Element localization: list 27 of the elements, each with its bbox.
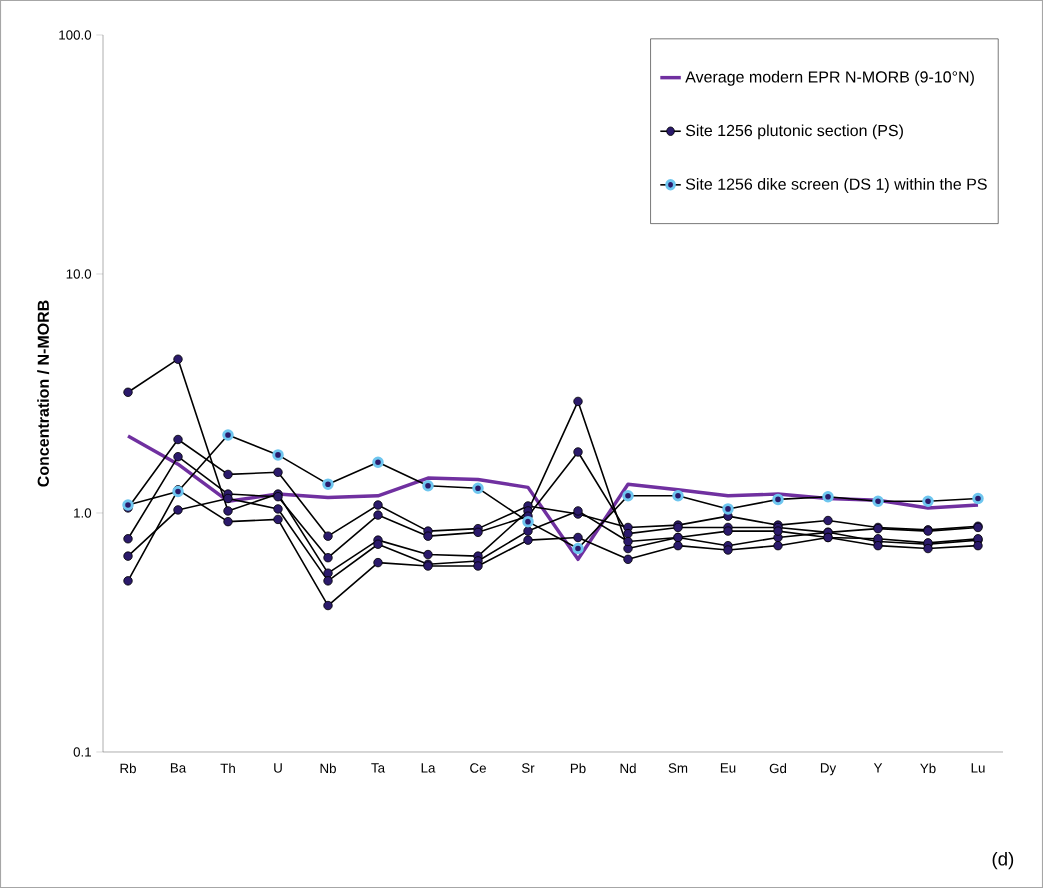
legend-label: Site 1256 dike screen (DS 1) within the PS xyxy=(685,178,987,193)
x-tick-label: Nd xyxy=(620,763,636,774)
x-tick-label: Th xyxy=(220,763,235,774)
y-tick-label: 1.0 xyxy=(74,508,92,518)
y-tick-label: 10.0 xyxy=(66,269,92,279)
legend-label: Average modern EPR N-MORB (9-10°N) xyxy=(685,70,974,86)
x-tick-label: Rb xyxy=(120,763,136,774)
x-tick-label: Nb xyxy=(320,763,336,774)
x-tick-label: Sm xyxy=(668,763,688,773)
x-tick-label: U xyxy=(274,763,282,773)
x-tick-label: Y xyxy=(873,763,883,773)
x-tick-label: La xyxy=(421,763,436,773)
x-tick-label: Ba xyxy=(170,763,187,773)
x-tick-label: Pb xyxy=(570,763,586,774)
x-tick-label: Ta xyxy=(371,763,386,773)
x-tick-label: Gd xyxy=(769,763,787,774)
x-tick-label: Sr xyxy=(521,763,535,773)
x-tick-label: Eu xyxy=(720,763,736,773)
x-tick-label: Lu xyxy=(971,763,985,773)
y-tick-label: 0.1 xyxy=(73,747,91,757)
x-tick-label: Ce xyxy=(470,763,486,773)
y-tick-label: 100.0 xyxy=(59,30,92,40)
y-axis-title: Concentration / N-MORB xyxy=(37,300,50,487)
legend-label: Site 1256 plutonic section (PS) xyxy=(685,124,903,140)
x-tick-label: Dy xyxy=(820,763,837,776)
text: (d) xyxy=(992,851,1014,870)
x-tick-label: Yb xyxy=(920,763,936,774)
